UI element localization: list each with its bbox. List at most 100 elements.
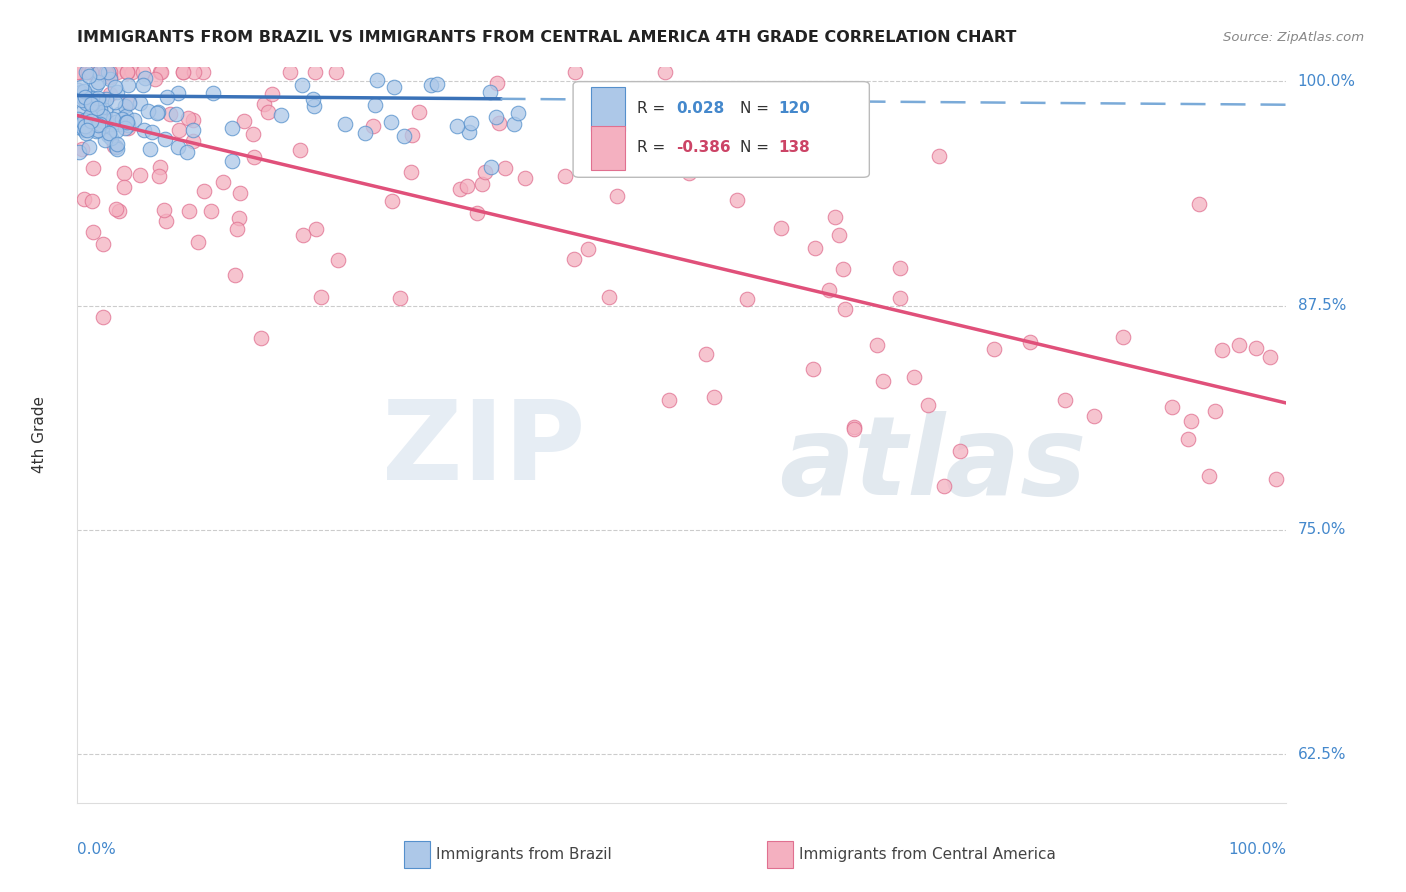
- Point: [91, 94, 114, 108]
- Point: [132, 65, 155, 79]
- Point: [889, 260, 911, 275]
- Point: [114, 98, 136, 112]
- Point: [253, 97, 276, 112]
- Text: Source: ZipAtlas.com: Source: ZipAtlas.com: [1223, 31, 1364, 45]
- Point: [143, 72, 166, 87]
- Point: [304, 65, 326, 79]
- Point: [115, 115, 138, 129]
- Point: [77, 65, 100, 79]
- Point: [167, 139, 190, 153]
- Point: [889, 291, 911, 305]
- Point: [201, 86, 224, 100]
- Point: [67, 145, 90, 160]
- Point: [460, 116, 482, 130]
- Point: [389, 292, 412, 306]
- Point: [176, 111, 198, 125]
- Point: [153, 202, 176, 217]
- Point: [228, 211, 250, 226]
- Point: [508, 106, 530, 120]
- Point: [478, 86, 501, 100]
- Point: [488, 116, 510, 130]
- Point: [91, 114, 114, 128]
- Point: [104, 79, 127, 94]
- Point: [221, 121, 243, 136]
- Point: [73, 113, 96, 128]
- Text: R =: R =: [637, 140, 671, 155]
- Point: [562, 252, 585, 266]
- Point: [86, 124, 108, 138]
- Point: [181, 134, 204, 148]
- Text: R =: R =: [637, 102, 671, 116]
- Point: [77, 89, 100, 103]
- Point: [91, 121, 114, 136]
- Point: [76, 65, 98, 79]
- Point: [105, 136, 128, 151]
- Point: [725, 193, 748, 207]
- Point: [200, 204, 222, 219]
- Point: [1161, 400, 1184, 414]
- Point: [108, 117, 131, 131]
- Bar: [592, 126, 626, 170]
- Point: [110, 112, 132, 127]
- Point: [118, 95, 141, 110]
- Point: [72, 84, 94, 98]
- Point: [128, 96, 150, 111]
- Point: [73, 122, 96, 136]
- Point: [132, 123, 155, 137]
- Point: [118, 96, 141, 111]
- Point: [66, 65, 89, 79]
- Point: [494, 161, 516, 175]
- Point: [256, 105, 278, 120]
- Point: [928, 149, 950, 163]
- Point: [479, 161, 502, 175]
- Point: [419, 78, 441, 92]
- Point: [97, 128, 120, 143]
- Text: 0.028: 0.028: [676, 102, 724, 116]
- Point: [408, 104, 430, 119]
- Point: [67, 65, 90, 79]
- Point: [75, 95, 97, 110]
- Point: [156, 90, 179, 104]
- Point: [77, 69, 100, 83]
- Point: [1112, 330, 1135, 344]
- Point: [155, 132, 177, 146]
- Point: [108, 107, 131, 121]
- Point: [1180, 414, 1202, 428]
- Point: [380, 115, 402, 129]
- Point: [75, 65, 97, 79]
- Point: [658, 393, 681, 408]
- Point: [129, 168, 152, 182]
- Point: [465, 206, 488, 220]
- Point: [86, 101, 108, 115]
- Point: [80, 65, 103, 79]
- Point: [87, 91, 110, 105]
- Point: [75, 119, 97, 133]
- Point: [94, 65, 117, 79]
- Point: [392, 129, 415, 144]
- Point: [1227, 338, 1250, 352]
- Point: [1188, 197, 1211, 211]
- Point: [1198, 469, 1220, 483]
- Point: [426, 77, 449, 91]
- Point: [73, 90, 96, 104]
- Point: [155, 214, 177, 228]
- Text: 75.0%: 75.0%: [1298, 523, 1346, 538]
- Point: [834, 301, 856, 316]
- Point: [141, 125, 163, 139]
- Point: [1083, 409, 1105, 423]
- Point: [94, 92, 117, 106]
- Text: 138: 138: [779, 140, 810, 155]
- Point: [803, 362, 825, 376]
- Point: [1265, 472, 1288, 486]
- Point: [80, 97, 103, 112]
- Point: [364, 97, 387, 112]
- Point: [1258, 350, 1281, 364]
- Point: [82, 161, 104, 175]
- Point: [167, 122, 190, 136]
- Point: [103, 139, 125, 153]
- Point: [172, 65, 194, 79]
- Point: [91, 109, 114, 123]
- Text: N =: N =: [740, 102, 773, 116]
- Point: [101, 112, 124, 126]
- Bar: [766, 841, 793, 868]
